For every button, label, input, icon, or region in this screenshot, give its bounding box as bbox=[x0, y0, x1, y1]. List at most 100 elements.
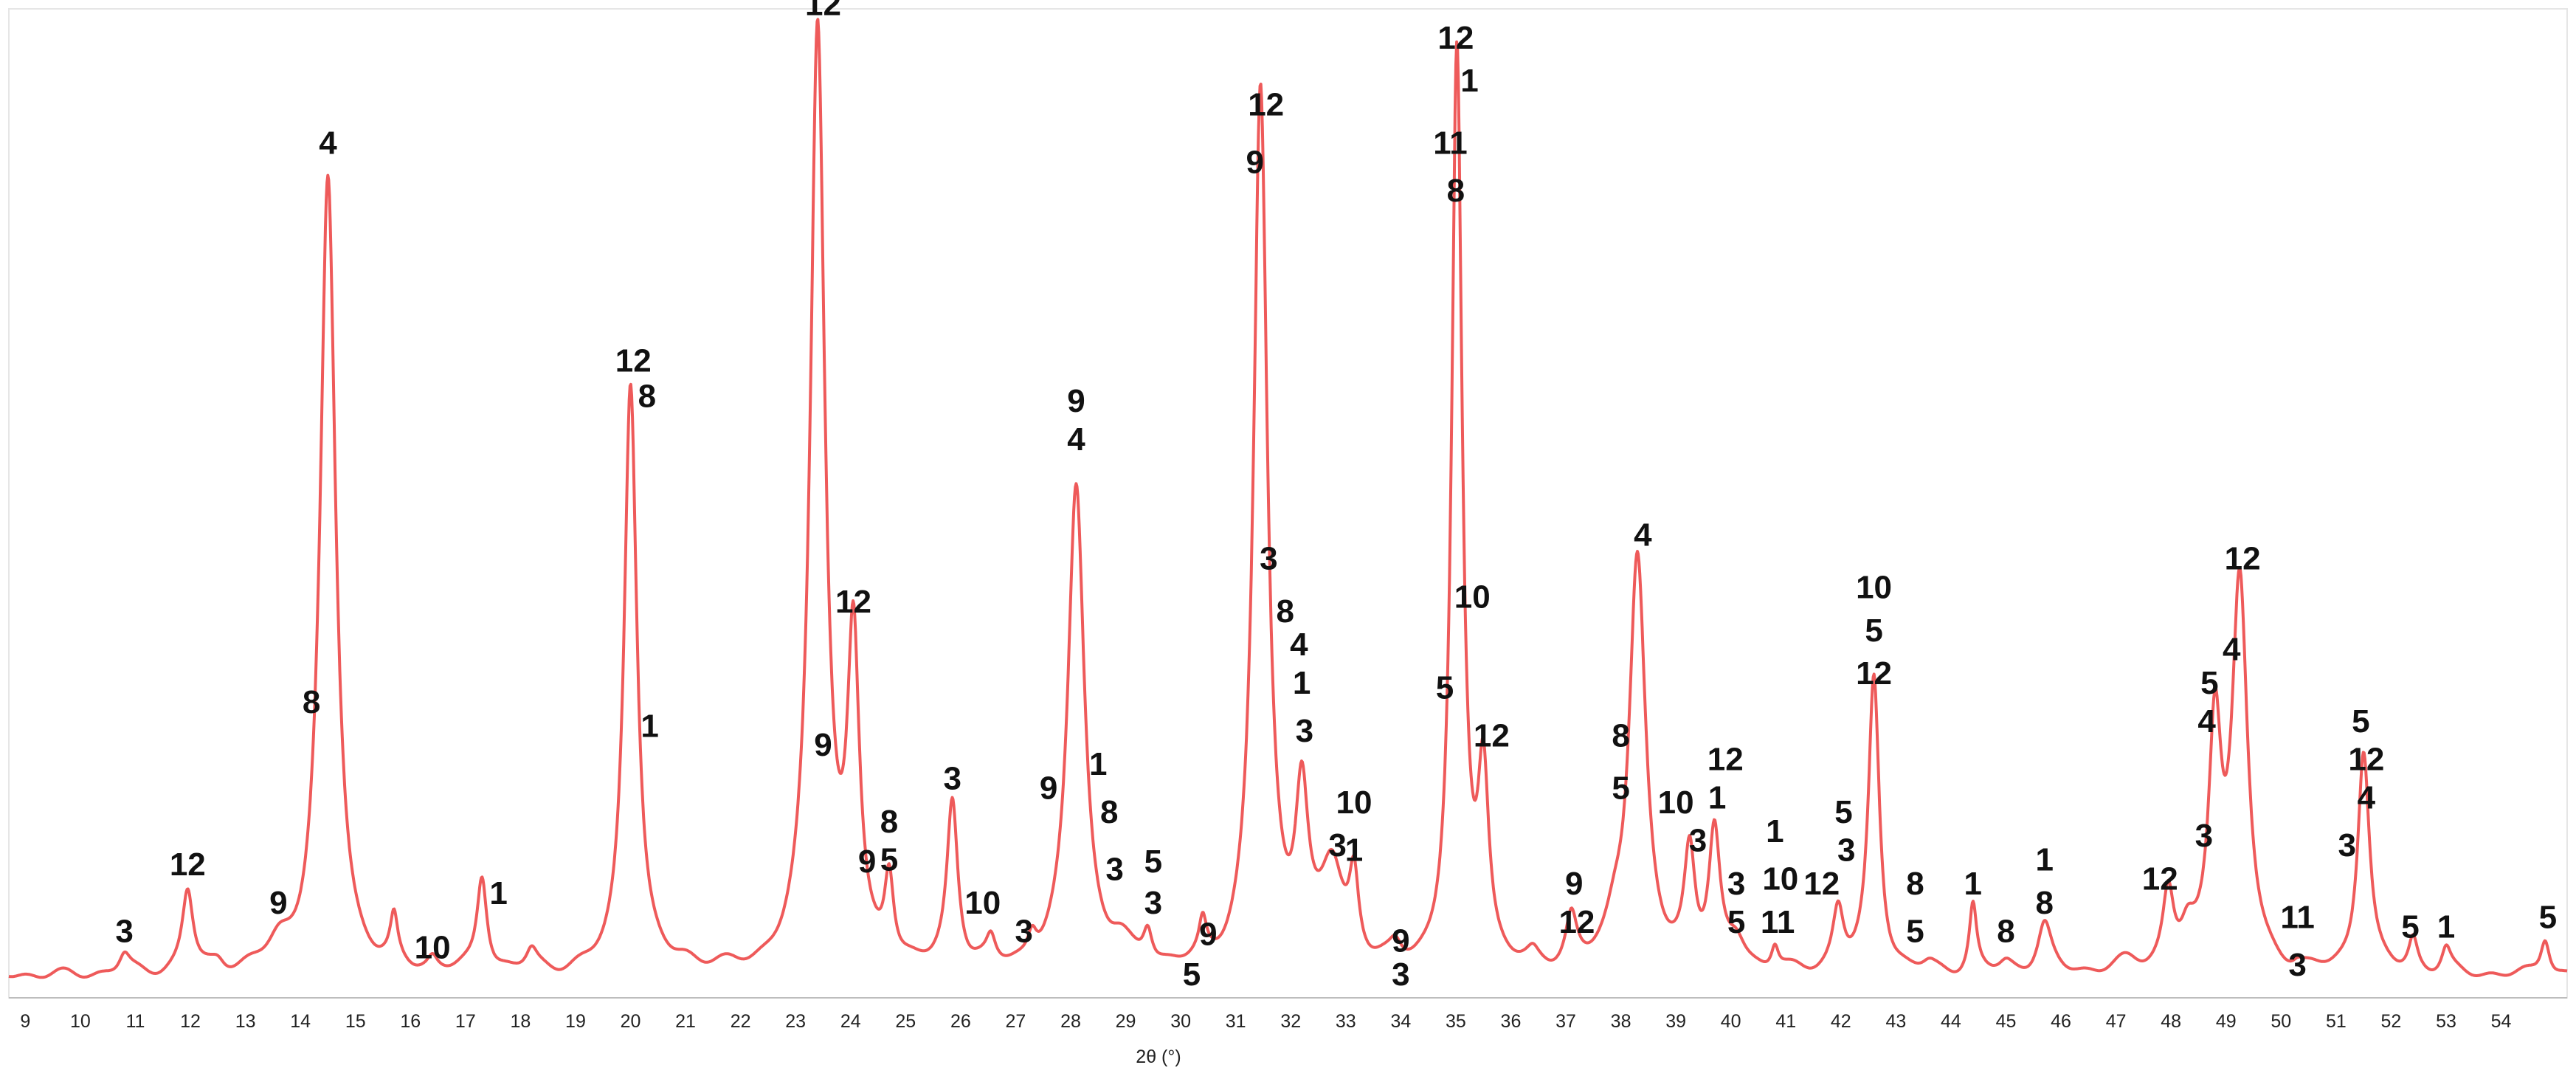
x-tick-label: 51 bbox=[2326, 1011, 2347, 1032]
x-tick-label: 52 bbox=[2381, 1011, 2402, 1032]
peak-annotation: 9 bbox=[1067, 383, 1085, 419]
peak-annotation: 12 bbox=[835, 584, 871, 620]
peak-annotation: 12 bbox=[1707, 742, 1744, 778]
peak-annotation: 9 bbox=[814, 727, 832, 763]
peak-annotation: 8 bbox=[2035, 885, 2053, 921]
x-tick-label: 30 bbox=[1170, 1011, 1191, 1032]
x-tick-label: 39 bbox=[1665, 1011, 1686, 1032]
peak-annotation: 8 bbox=[1906, 866, 1924, 902]
peak-annotation: 1 bbox=[2437, 909, 2455, 945]
x-tick-label: 37 bbox=[1555, 1011, 1576, 1032]
x-tick-label: 20 bbox=[621, 1011, 641, 1032]
x-tick-label: 16 bbox=[400, 1011, 421, 1032]
x-tick-label: 40 bbox=[1721, 1011, 1741, 1032]
x-tick-label: 26 bbox=[950, 1011, 971, 1032]
x-tick-label: 46 bbox=[2051, 1011, 2071, 1032]
peak-annotation: 5 bbox=[2352, 703, 2369, 740]
peak-annotation: 3 bbox=[1296, 713, 1313, 749]
peak-annotation: 11 bbox=[1761, 904, 1795, 940]
x-tick-label: 25 bbox=[895, 1011, 916, 1032]
peak-annotation: 5 bbox=[1183, 956, 1201, 993]
x-tick-label: 41 bbox=[1775, 1011, 1796, 1032]
peak-annotation: 3 bbox=[1392, 956, 1409, 993]
peak-annotation: 12 bbox=[170, 847, 206, 883]
x-tick-label: 21 bbox=[675, 1011, 696, 1032]
peak-annotation: 10 bbox=[415, 930, 451, 966]
x-tick-label: 49 bbox=[2216, 1011, 2237, 1032]
x-tick-label: 15 bbox=[345, 1011, 366, 1032]
peak-annotation: 5 bbox=[1436, 670, 1454, 706]
peak-annotation: 3 bbox=[1837, 832, 1855, 869]
peak-annotation: 4 bbox=[2223, 632, 2241, 668]
x-tick-label: 42 bbox=[1831, 1011, 1851, 1032]
peak-annotation: 8 bbox=[638, 379, 656, 415]
peak-annotation: 5 bbox=[1612, 770, 1629, 806]
peak-annotation: 3 bbox=[2195, 818, 2213, 854]
peak-annotation: 9 bbox=[269, 885, 287, 921]
peak-annotation: 3 bbox=[115, 914, 133, 950]
peak-annotation: 12 bbox=[2142, 861, 2178, 897]
peak-annotation: 10 bbox=[1658, 785, 1694, 821]
peak-annotation: 10 bbox=[1336, 785, 1372, 821]
peak-annotation: 3 bbox=[1727, 866, 1745, 902]
peak-annotation: 10 bbox=[1454, 579, 1491, 615]
peak-annotation: 1 bbox=[1964, 866, 1982, 902]
peak-annotation: 8 bbox=[1100, 794, 1118, 830]
x-tick-label: 43 bbox=[1885, 1011, 1906, 1032]
x-tick-label: 24 bbox=[840, 1011, 861, 1032]
peak-annotation: 3 bbox=[1144, 885, 1162, 921]
x-tick-label: 48 bbox=[2161, 1011, 2181, 1032]
xrd-pattern-line bbox=[8, 18, 2568, 979]
peak-annotation: 3 bbox=[943, 761, 961, 797]
peak-annotation: 5 bbox=[1906, 914, 1924, 950]
peak-annotation: 9 bbox=[1565, 866, 1583, 902]
peak-annotation: 10 bbox=[1762, 861, 1798, 897]
peak-annotation: 9 bbox=[1199, 917, 1217, 953]
x-tick-label: 47 bbox=[2106, 1011, 2127, 1032]
x-tick-label: 36 bbox=[1501, 1011, 1522, 1032]
peak-annotation: 5 bbox=[2539, 899, 2557, 935]
peak-annotation: 12 bbox=[1803, 866, 1840, 902]
peak-annotation: 3 bbox=[1015, 914, 1032, 950]
x-tick-label: 18 bbox=[510, 1011, 531, 1032]
x-tick-label: 31 bbox=[1226, 1011, 1246, 1032]
x-tick-label: 44 bbox=[1941, 1011, 1961, 1032]
x-tick-label: 27 bbox=[1006, 1011, 1026, 1032]
peak-annotation: 4 bbox=[319, 125, 337, 161]
peak-annotation: 12 bbox=[1248, 87, 1284, 123]
x-tick-label: 11 bbox=[126, 1011, 145, 1032]
peak-annotation: 5 bbox=[1865, 613, 1882, 649]
peak-annotation: 10 bbox=[1856, 570, 1892, 606]
peak-annotation: 1 bbox=[1708, 779, 1726, 816]
peak-annotation: 3 bbox=[1689, 823, 1707, 859]
peak-annotation: 3 bbox=[2288, 947, 2306, 983]
peak-annotation: 8 bbox=[880, 804, 898, 840]
peak-annotation: 9 bbox=[1246, 144, 1264, 180]
peak-annotation: 10 bbox=[964, 885, 1001, 921]
x-tick-label: 38 bbox=[1611, 1011, 1631, 1032]
peak-annotation: 4 bbox=[2358, 779, 2376, 816]
x-tick-label: 34 bbox=[1390, 1011, 1411, 1032]
peak-annotation: 5 bbox=[880, 842, 898, 878]
peak-annotation: 12 bbox=[1856, 655, 1892, 692]
peak-annotation: 12 bbox=[2348, 742, 2384, 778]
x-tick-label: 17 bbox=[455, 1011, 476, 1032]
peak-annotation: 4 bbox=[1067, 421, 1085, 458]
peak-annotation: 8 bbox=[1277, 593, 1294, 630]
peak-annotation: 4 bbox=[1634, 517, 1652, 553]
peak-annotation: 1 bbox=[1345, 832, 1363, 869]
peak-annotation: 1 bbox=[1089, 746, 1107, 782]
x-tick-label: 29 bbox=[1116, 1011, 1136, 1032]
x-tick-label: 28 bbox=[1060, 1011, 1081, 1032]
peak-annotation: 5 bbox=[2200, 665, 2218, 701]
x-tick-label: 23 bbox=[785, 1011, 806, 1032]
peak-annotation: 11 bbox=[1433, 125, 1468, 161]
peak-annotation: 8 bbox=[1447, 173, 1465, 209]
peak-annotation: 1 bbox=[2035, 842, 2053, 878]
x-tick-label: 32 bbox=[1280, 1011, 1301, 1032]
x-tick-label: 13 bbox=[235, 1011, 256, 1032]
peak-annotation: 12 bbox=[615, 343, 652, 379]
peak-annotation: 1 bbox=[1766, 813, 1783, 849]
peak-annotation: 1 bbox=[1293, 665, 1311, 701]
